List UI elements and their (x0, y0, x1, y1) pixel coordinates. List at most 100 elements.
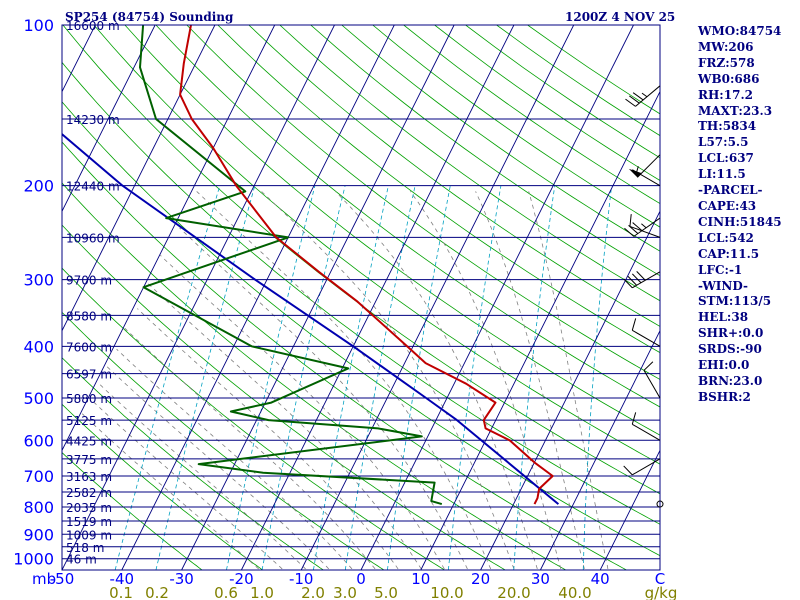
barb-staff (629, 225, 661, 238)
height-label: 6597 m (66, 368, 112, 382)
temperature-trace (179, 25, 554, 505)
dry-adiabat (124, 25, 660, 436)
barb-full (631, 273, 642, 284)
temperature-tick-label: -40 (110, 570, 135, 588)
barb-staff (635, 85, 661, 107)
isotherm (62, 25, 216, 332)
moist-adiabat (335, 191, 538, 570)
temperature-tick-label: 10 (411, 570, 430, 588)
wind-barb (632, 166, 661, 187)
temperature-tick-label: -20 (229, 570, 254, 588)
height-label: 2582 m (66, 486, 112, 500)
wind-barb (623, 458, 661, 476)
barb-staff (632, 169, 661, 187)
barb-full (624, 227, 635, 237)
pressure-tick-label: 800 (23, 498, 54, 517)
dry-adiabat (279, 25, 660, 302)
sounding-time: 1200Z 4 NOV 25 (565, 10, 676, 24)
calm-circle (656, 500, 664, 508)
temperature-tick-label: 20 (471, 570, 490, 588)
wind-barb (631, 318, 661, 347)
index-item: STM:113/5 (698, 294, 772, 309)
pressure-tick-label: 600 (23, 431, 54, 450)
height-label: 4425 m (66, 434, 112, 448)
mixing-ratio-line (155, 185, 256, 570)
barb-flag (628, 168, 642, 178)
temperature-tick-label: 40 (591, 570, 610, 588)
dry-adiabat (62, 141, 627, 570)
dry-adiabat (62, 61, 660, 525)
barb-full (623, 278, 633, 289)
isotherm (420, 90, 660, 570)
dry-adiabat (217, 25, 660, 354)
isotherm (62, 25, 276, 452)
pressure-tick-label: 100 (23, 16, 54, 35)
barb-full (629, 214, 632, 227)
index-item: MW:206 (698, 39, 754, 54)
height-label: 5880 m (66, 392, 112, 406)
isotherm (480, 210, 660, 570)
barb-staff (632, 458, 661, 476)
mixing-ratio-label: 1.0 (250, 584, 274, 600)
barb-half (641, 92, 648, 98)
moist-adiabat (196, 191, 492, 570)
temperature-tick-label: C (655, 570, 665, 588)
index-item: CINH:51845 (698, 214, 782, 229)
mixing-ratio-label: 3.0 (333, 584, 357, 600)
mixing-ratio-line (261, 185, 346, 570)
barb-half (636, 166, 639, 173)
barb-full (643, 361, 654, 371)
height-label: 5125 m (66, 414, 112, 428)
isotherm (62, 25, 156, 213)
moist-adiabat (89, 397, 283, 570)
height-label: 7600 m (66, 340, 112, 354)
barb-full (629, 95, 640, 104)
index-item: TH:5834 (698, 119, 757, 134)
index-item: LCL:637 (698, 151, 754, 166)
barb-staff (632, 329, 661, 347)
mixing-ratio-label: 0.2 (145, 584, 169, 600)
plot-area (62, 25, 660, 570)
dry-adiabat (62, 451, 203, 570)
dewpoint-trace (139, 25, 443, 506)
plot-border (61, 24, 661, 571)
index-item: RH:17.2 (698, 87, 753, 102)
barb-staff (632, 271, 661, 289)
wind-barb (629, 214, 661, 238)
temperature-tick-label: 0 (356, 570, 366, 588)
height-label: 3163 m (66, 470, 112, 484)
index-item: SRDS:-90 (698, 342, 762, 357)
barb-full (623, 465, 633, 476)
pressure-tick-label: 900 (23, 525, 54, 544)
isotherm (360, 25, 634, 570)
mixing-ratio-label: 0.6 (214, 584, 238, 600)
index-item: BSHR:2 (698, 389, 751, 404)
barb-staff (633, 217, 661, 237)
height-label: 1009 m (66, 528, 112, 542)
index-item: L57:5.5 (698, 135, 749, 150)
pressure-tick-label: 400 (23, 337, 54, 356)
mixing-ratio-line (226, 185, 316, 570)
isotherm (181, 25, 455, 570)
height-label: 12440 m (66, 180, 120, 194)
pressure-tick-label: 1000 (13, 550, 54, 569)
station-title: SP254 (84754) Sounding (65, 10, 234, 24)
height-label: 10960 m (66, 231, 120, 245)
dry-adiabat (62, 224, 506, 570)
moist-adiabat (105, 365, 330, 570)
height-label: 8580 m (66, 309, 112, 323)
dry-adiabat (62, 311, 385, 570)
barb-full (631, 318, 637, 331)
barb-full (632, 222, 643, 232)
mixing-ratio-line (513, 185, 556, 570)
pressure-unit-label: mb (32, 570, 56, 588)
mixing-ratio-label: 40.0 (558, 584, 591, 600)
moist-adiabat (116, 348, 353, 570)
mixing-ratio-line (344, 185, 416, 570)
wind-barb (625, 85, 661, 107)
isotherm (62, 25, 335, 570)
temperature-tick-label: 30 (531, 570, 550, 588)
moist-adiabat (147, 283, 422, 570)
mixing-ratio-label: 20.0 (497, 584, 530, 600)
moist-adiabat (160, 254, 445, 570)
